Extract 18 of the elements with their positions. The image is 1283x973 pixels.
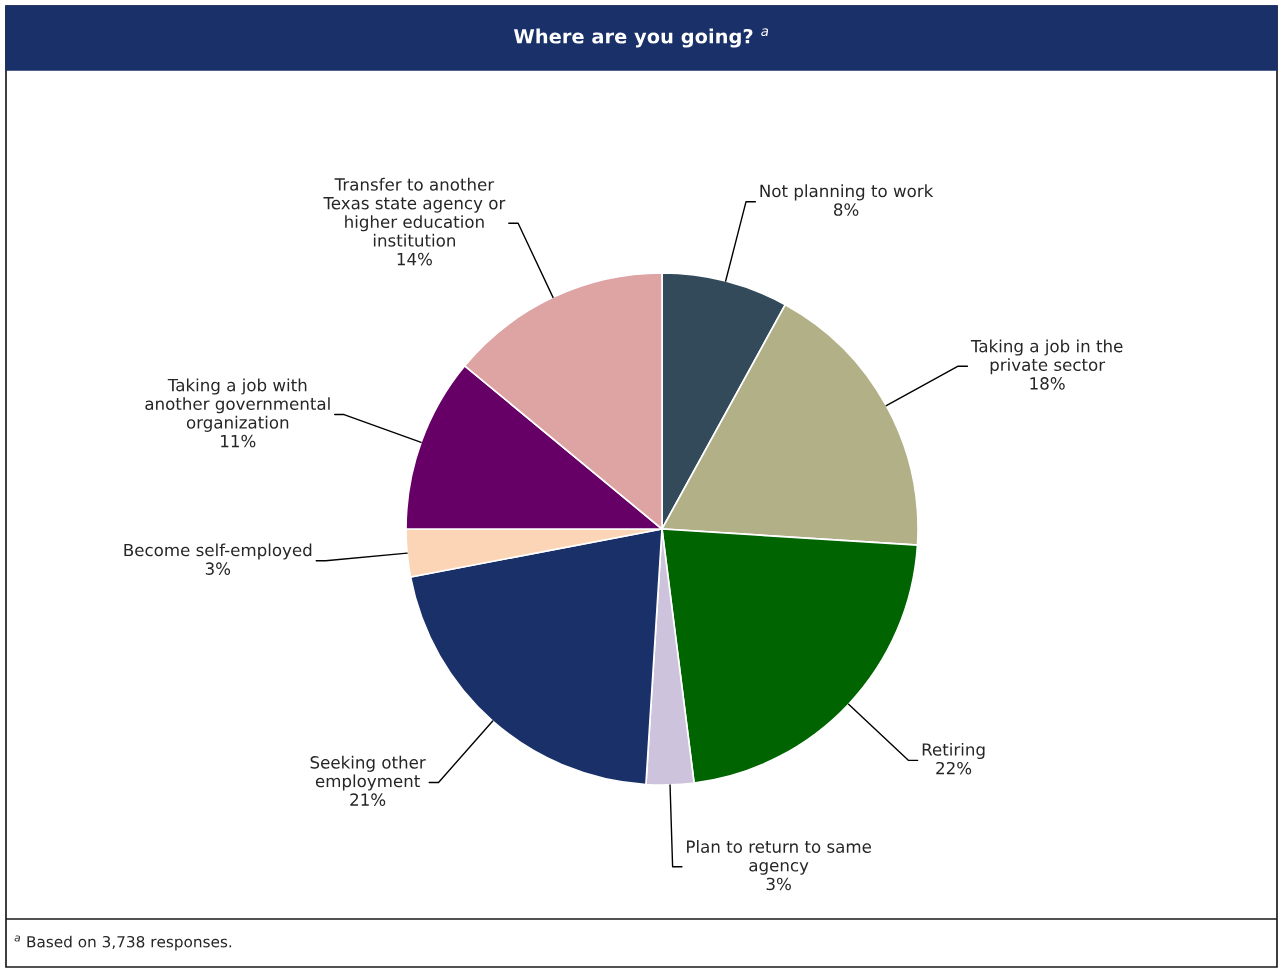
slice-label: Retiring: [922, 742, 985, 760]
slice-label: Plan to return to same agency: [687, 840, 871, 875]
data-label: 8%: [833, 203, 859, 216]
slice-label: Not planning to work: [760, 184, 934, 201]
data-label: 18%: [1030, 377, 1065, 390]
slice-label: Seeking other employment: [310, 755, 426, 791]
slice-label: Taking a job in the private sector: [970, 339, 1123, 375]
data-label: 22%: [936, 761, 972, 775]
data-label: 14%: [397, 252, 432, 266]
chart-title: Where are you going? $^{a}$: [513, 28, 769, 48]
data-label: 11%: [221, 434, 256, 448]
text: $^{a}$ Based on 3,738 responses.: [14, 935, 232, 951]
slice-label: Transfer to another Texas state agency or higher education institution: [323, 177, 506, 247]
slice-label: Become self-employed: [124, 543, 312, 560]
slice-label: Taking a job with another governmental organization: [145, 378, 330, 432]
data-label: 3%: [766, 877, 791, 891]
data-label: 3%: [205, 562, 231, 575]
data-label: 21%: [350, 793, 386, 806]
